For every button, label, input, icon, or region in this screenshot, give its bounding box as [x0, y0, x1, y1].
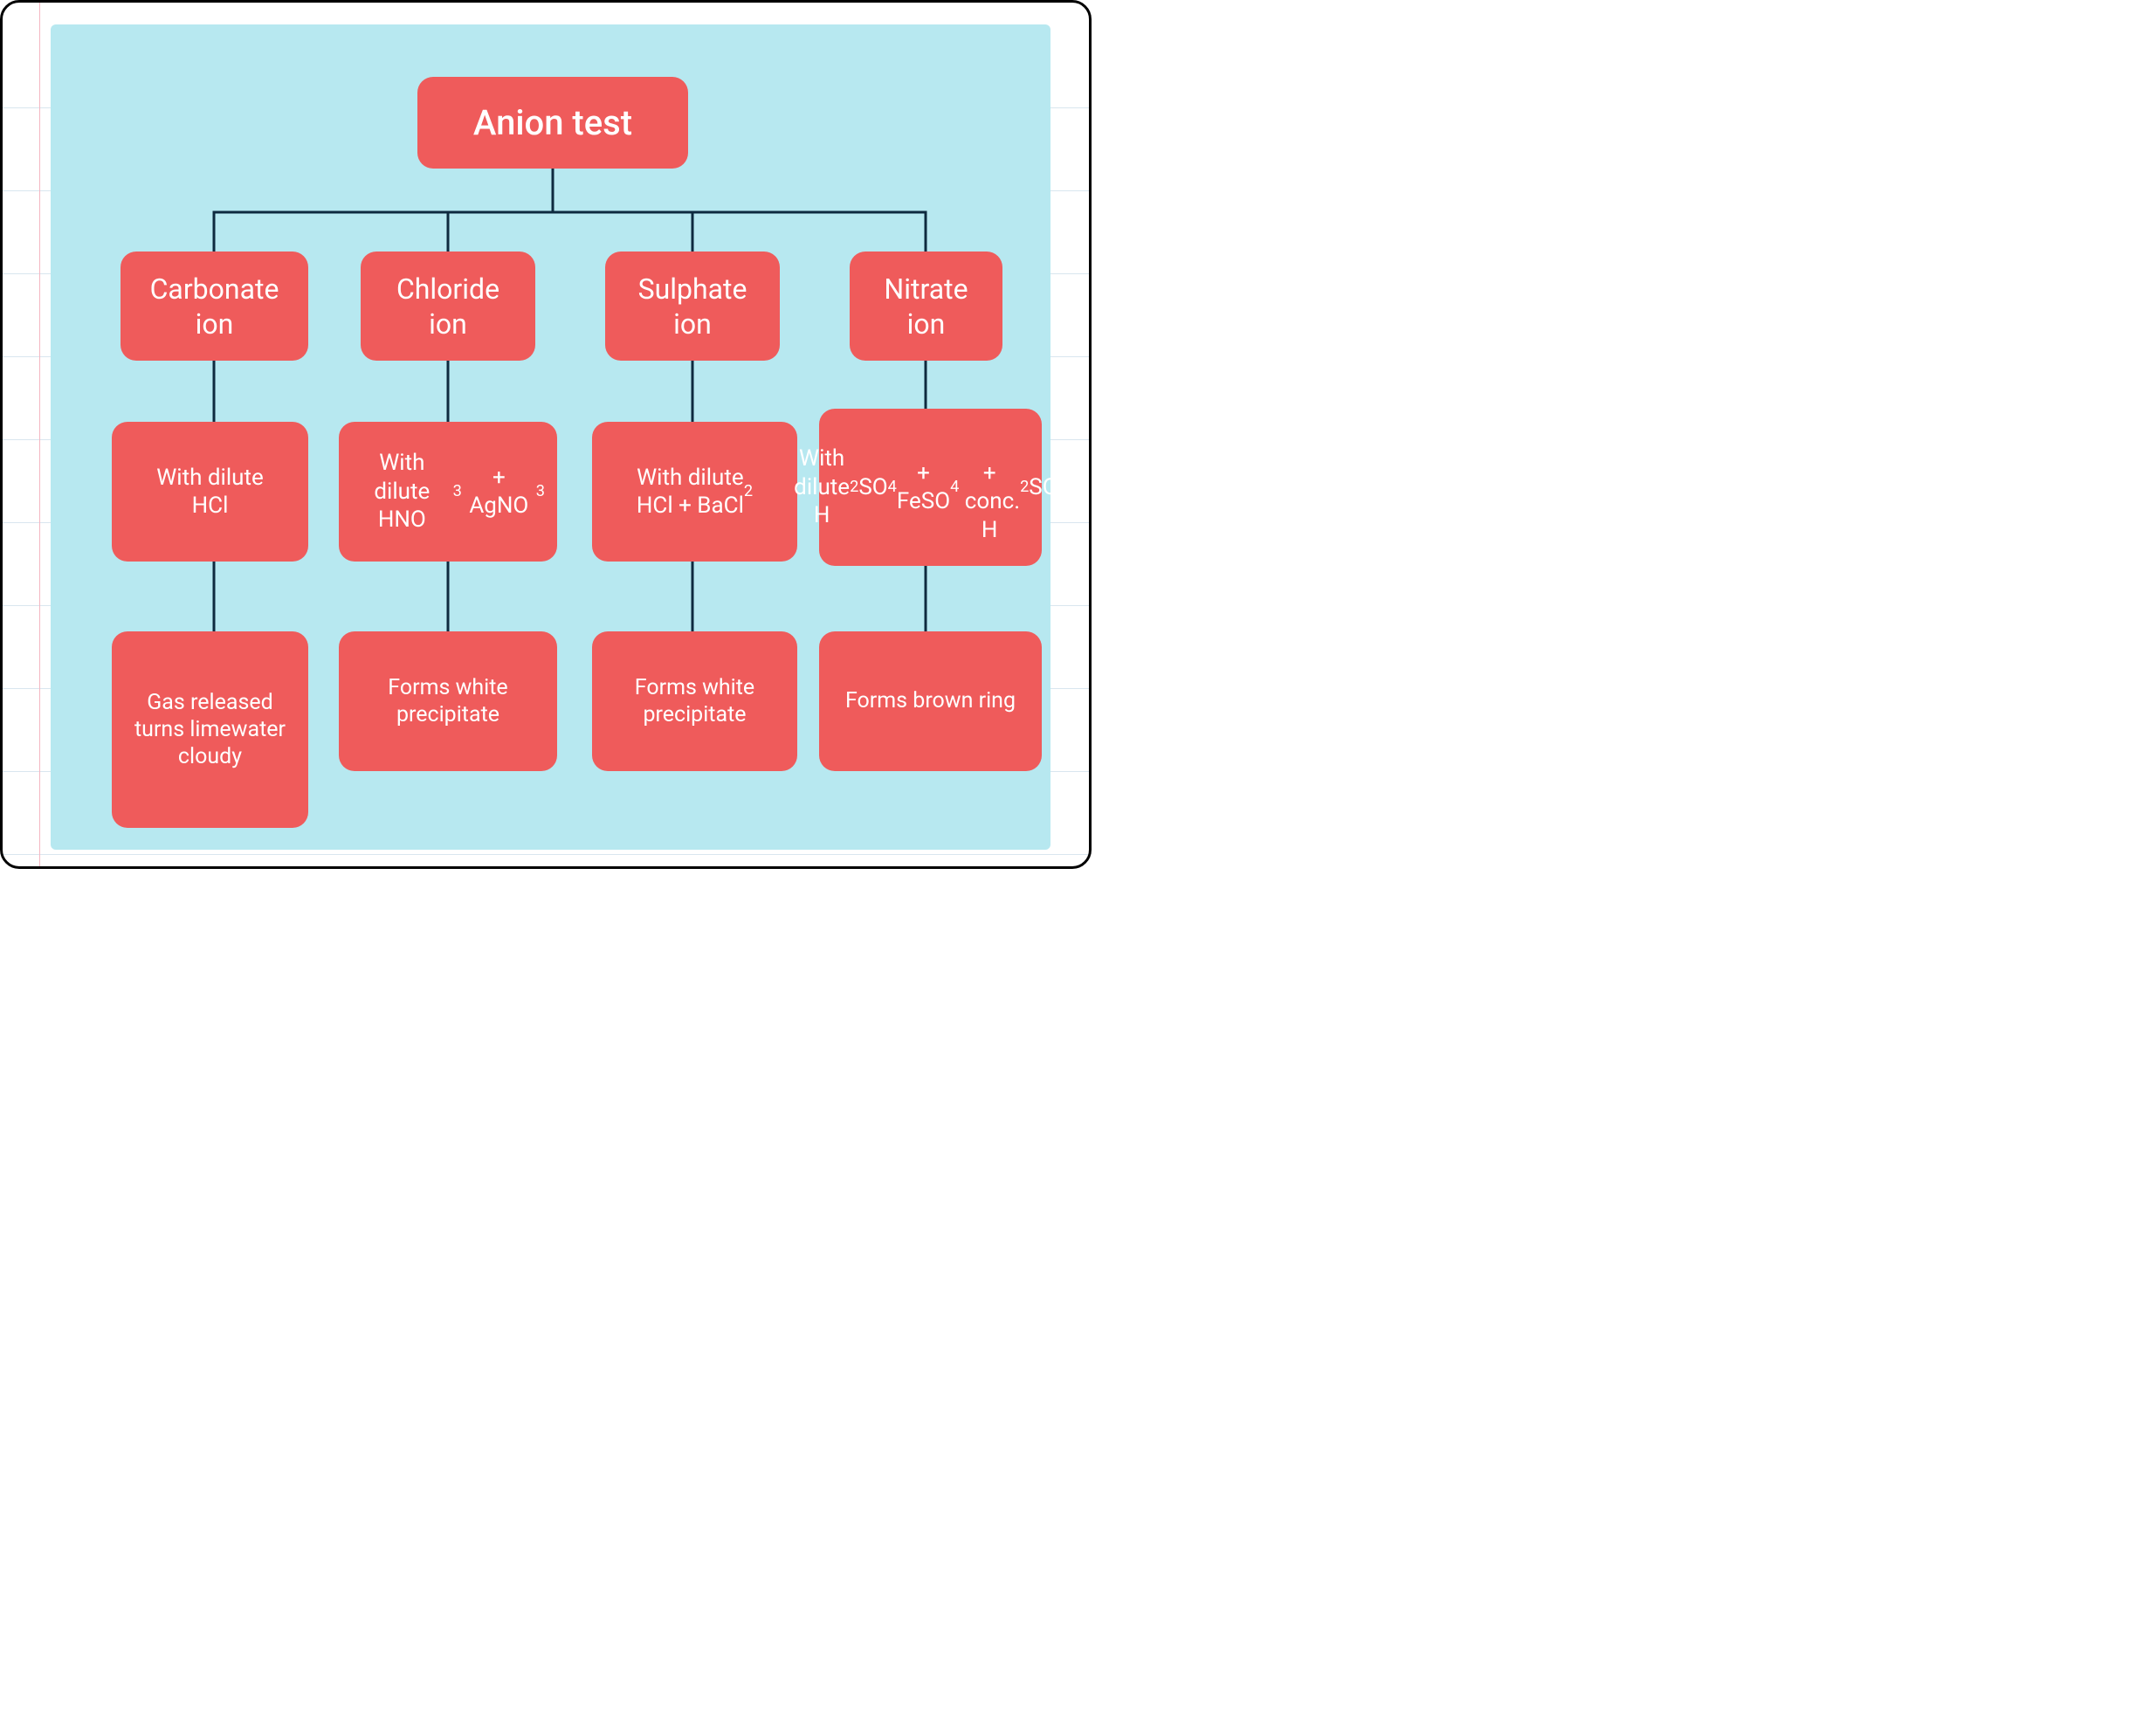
result-node-2: Forms white precipitate [592, 631, 797, 771]
result-node-1: Forms white precipitate [339, 631, 557, 771]
ion-node-1: Chlorideion [361, 252, 535, 361]
diagram-panel: Anion test Carbonateion With diluteHCl Gas… [51, 24, 1050, 850]
test-node-1: With diluteHNO3 + AgNO3 [339, 422, 557, 562]
test-node-3: With diluteH2SO4 + FeSO4+ conc. H2SO4 [819, 409, 1042, 566]
test-node-2: With diluteHCl + BaCl2 [592, 422, 797, 562]
test-node-0: With diluteHCl [112, 422, 308, 562]
ion-node-2: Sulphateion [605, 252, 780, 361]
ion-node-3: Nitrateion [850, 252, 1002, 361]
title-node: Anion test [417, 77, 688, 169]
ion-node-0: Carbonateion [121, 252, 308, 361]
page-frame: Anion test Carbonateion With diluteHCl Gas… [0, 0, 1092, 869]
title-label: Anion test [473, 101, 632, 145]
result-node-0: Gas released turns limewater cloudy [112, 631, 308, 828]
result-node-3: Forms brown ring [819, 631, 1042, 771]
